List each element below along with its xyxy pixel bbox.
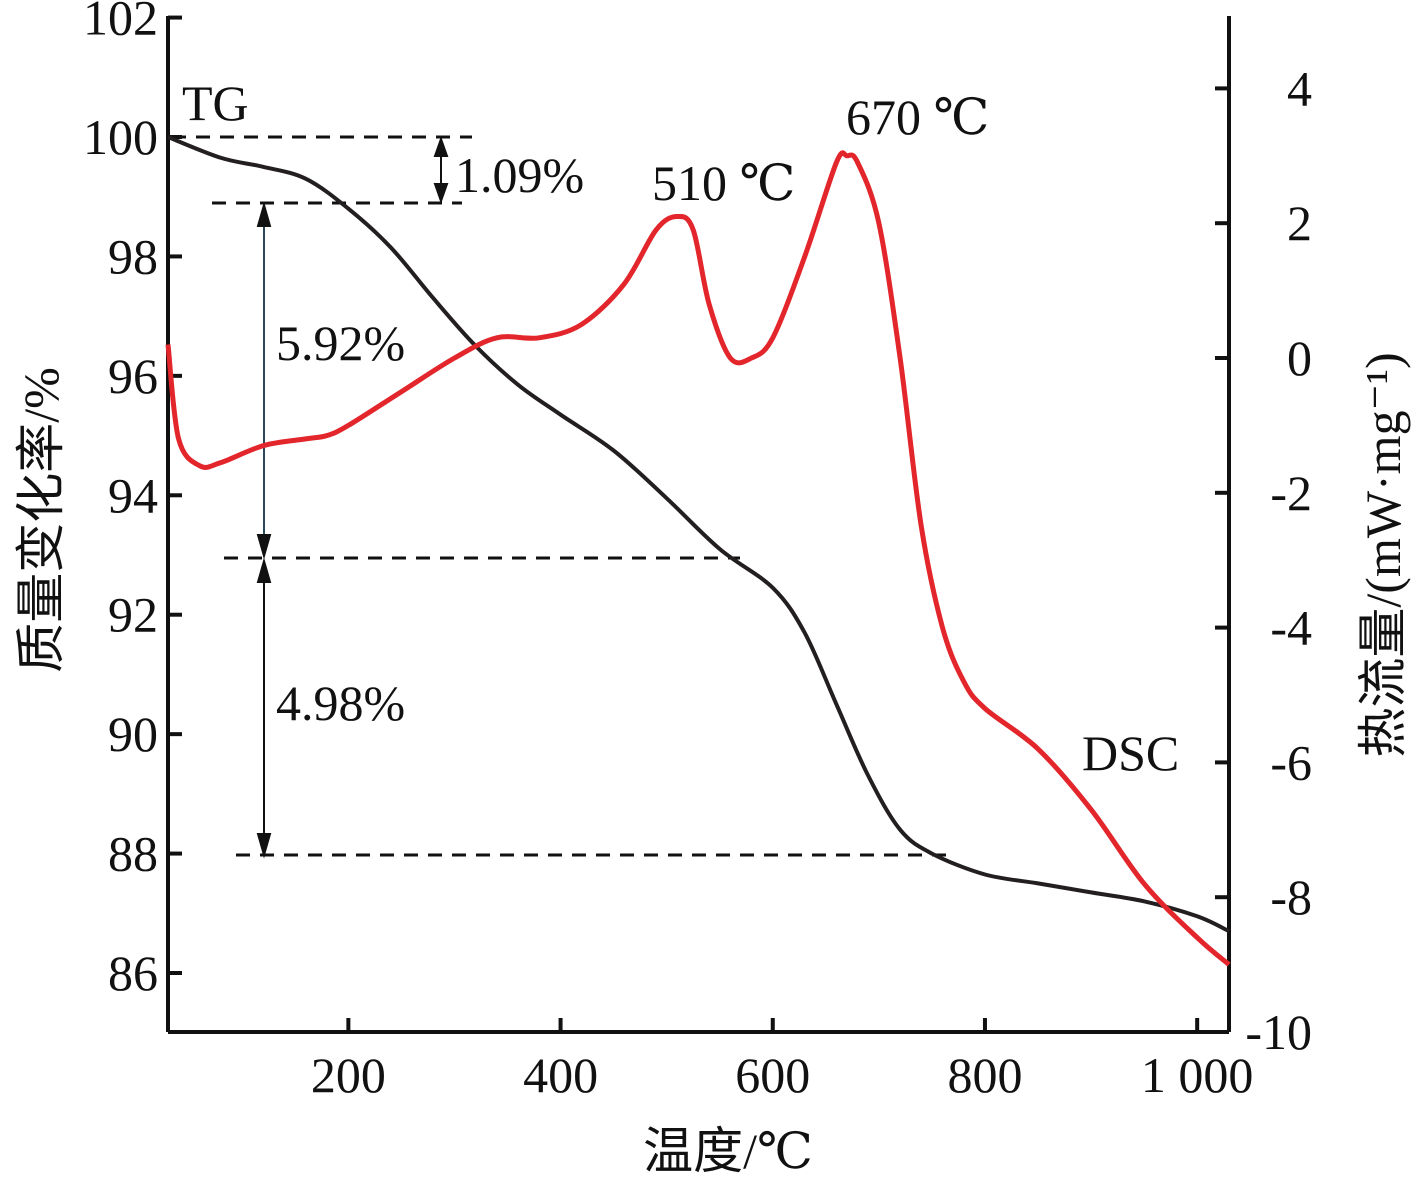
x-tick-label: 600 bbox=[735, 1047, 810, 1103]
y-right-tick-label: -2 bbox=[1270, 465, 1312, 521]
y-left-tick-label: 102 bbox=[83, 0, 158, 46]
y-right-tick-label: -8 bbox=[1270, 869, 1312, 925]
y-left-tick-label: 98 bbox=[108, 228, 158, 284]
loss-5-92-label: 5.92% bbox=[276, 315, 405, 371]
y-left-tick-label: 88 bbox=[108, 826, 158, 882]
y-left-tick-label: 86 bbox=[108, 945, 158, 1001]
dsc-label: DSC bbox=[1082, 725, 1179, 781]
annotation-guides bbox=[172, 135, 950, 857]
y-left-tick-label: 90 bbox=[108, 706, 158, 762]
arrow-4-98-head-down bbox=[256, 833, 272, 859]
y-right-tick-label: -6 bbox=[1270, 734, 1312, 790]
arrow-5-92-head-up bbox=[256, 201, 272, 227]
x-tick-label: 200 bbox=[311, 1047, 386, 1103]
loss-4-98-label: 4.98% bbox=[276, 675, 405, 731]
peak-510-label: 510 ℃ bbox=[652, 155, 795, 211]
axes bbox=[166, 16, 1231, 1034]
y-right-tick-label: 4 bbox=[1287, 60, 1312, 116]
y-left-axis-title: 质量变化率/% bbox=[13, 367, 69, 673]
y-left-ticks: 86 88 90 92 94 96 98 100 102 bbox=[83, 0, 182, 1001]
y-left-tick-label: 94 bbox=[108, 467, 158, 523]
y-right-tick-label: 2 bbox=[1287, 195, 1312, 251]
y-left-tick-label: 96 bbox=[108, 348, 158, 404]
series-line-dsc bbox=[165, 150, 1231, 967]
arrow-5-92-head-down bbox=[256, 534, 272, 560]
annotation-arrows bbox=[256, 135, 449, 859]
loss-1-09-label: 1.09% bbox=[455, 147, 584, 203]
y-left-tick-label: 92 bbox=[108, 587, 158, 643]
arrow-1-09-head-up bbox=[433, 135, 449, 157]
series-layer bbox=[165, 135, 1231, 967]
y-right-tick-label: -4 bbox=[1270, 600, 1312, 656]
x-tick-label: 800 bbox=[947, 1047, 1022, 1103]
arrow-4-98-head-up bbox=[256, 557, 272, 583]
y-right-tick-label: -10 bbox=[1245, 1004, 1312, 1060]
x-tick-label: 1 000 bbox=[1141, 1047, 1254, 1103]
series-line-tg bbox=[167, 135, 1230, 934]
x-ticks: 200 400 600 800 1 000 bbox=[311, 1018, 1254, 1103]
y-left-tick-label: 100 bbox=[83, 109, 158, 165]
x-tick-label: 400 bbox=[523, 1047, 598, 1103]
tg-label: TG bbox=[182, 75, 249, 131]
peak-670-label: 670 ℃ bbox=[846, 89, 989, 145]
arrow-1-09-head-down bbox=[433, 183, 449, 205]
y-right-tick-label: 0 bbox=[1287, 330, 1312, 386]
y-right-axis-title: 热流量/(mW·mg⁻¹) bbox=[1355, 352, 1411, 757]
x-axis-title: 温度/℃ bbox=[643, 1123, 813, 1179]
y-right-ticks: -10 -8 -6 -4 -2 0 2 4 bbox=[1215, 60, 1312, 1060]
